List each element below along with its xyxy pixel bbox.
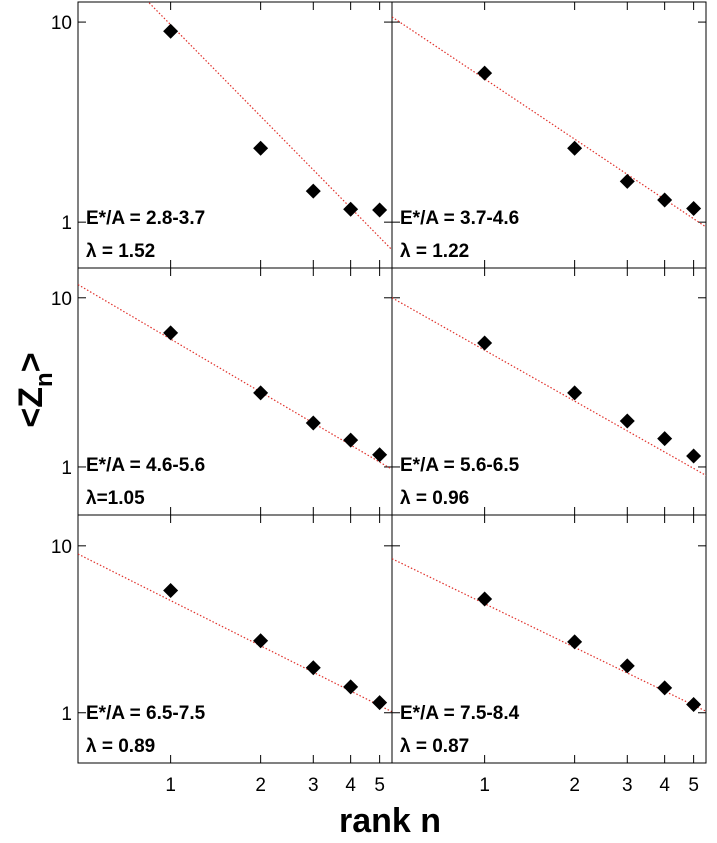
y-tick-label: 10 bbox=[51, 13, 72, 34]
y-axis-label-main: <Z bbox=[12, 387, 50, 428]
data-point bbox=[343, 679, 359, 695]
data-point bbox=[163, 325, 179, 341]
y-axis-label-sub: n bbox=[31, 372, 58, 387]
data-point bbox=[619, 413, 635, 429]
data-point bbox=[163, 582, 179, 598]
y-tick-label: 1 bbox=[61, 704, 72, 725]
x-axis-label: rank n bbox=[339, 802, 441, 840]
fit-line bbox=[392, 16, 706, 228]
data-point bbox=[343, 201, 359, 217]
data-point bbox=[372, 695, 388, 711]
data-point bbox=[477, 335, 493, 351]
y-tick-label: 10 bbox=[51, 289, 72, 310]
data-point bbox=[163, 23, 179, 39]
plot-frame bbox=[391, 514, 707, 764]
data-point bbox=[477, 591, 493, 607]
data-point bbox=[619, 173, 635, 189]
plot-frame bbox=[391, 267, 707, 516]
annotation: E*/A = 5.6-6.5 bbox=[400, 455, 520, 476]
data-point bbox=[372, 202, 388, 218]
panel: 1 10 E*/A = 4.6-5.6 λ=1.05 bbox=[51, 267, 393, 516]
x-tick-label: 4 bbox=[345, 775, 356, 796]
data-point bbox=[657, 431, 673, 447]
data-point bbox=[343, 432, 359, 448]
annotation: λ = 0.96 bbox=[400, 488, 469, 509]
data-point bbox=[253, 633, 269, 649]
y-tick-label: 1 bbox=[61, 213, 72, 234]
y-axis-label-end: > bbox=[12, 352, 50, 372]
data-point bbox=[686, 448, 702, 464]
x-tick-label: 1 bbox=[165, 775, 176, 796]
data-point bbox=[686, 697, 702, 713]
annotation: E*/A = 4.6-5.6 bbox=[86, 455, 205, 476]
fit-line bbox=[392, 297, 706, 476]
data-point bbox=[253, 140, 269, 156]
data-point bbox=[657, 680, 673, 696]
x-tick-label: 1 bbox=[479, 775, 490, 796]
data-point bbox=[305, 415, 321, 431]
data-point bbox=[372, 447, 388, 463]
y-axis-label: <Zn> bbox=[12, 352, 58, 427]
annotation: λ = 1.52 bbox=[86, 241, 155, 262]
fit-line bbox=[78, 553, 392, 713]
fit-line bbox=[78, 284, 392, 470]
x-tick-label: 2 bbox=[569, 775, 580, 796]
y-tick-label: 10 bbox=[51, 537, 72, 558]
x-tick-label: 2 bbox=[255, 775, 266, 796]
data-point bbox=[657, 192, 673, 208]
panel: 1 10 E*/A = 2.8-3.7 λ = 1.52 bbox=[51, 1, 393, 269]
data-point bbox=[619, 658, 635, 674]
plot-frame bbox=[77, 267, 393, 516]
data-point bbox=[477, 65, 493, 81]
x-tick-label: 3 bbox=[622, 775, 633, 796]
panel: 1 2 3 4 5 E*/A = 7.5-8.4 λ = 0.87 bbox=[391, 514, 707, 796]
annotation: E*/A = 6.5-7.5 bbox=[86, 703, 206, 724]
annotation: λ=1.05 bbox=[86, 488, 145, 509]
panel: 1 10 1 2 3 4 5 E*/A = 6.5-7.5 λ = 0.89 bbox=[51, 514, 393, 796]
annotation: E*/A = 7.5-8.4 bbox=[400, 703, 520, 724]
plot-frame bbox=[77, 514, 393, 764]
x-tick-label: 5 bbox=[688, 775, 699, 796]
data-point bbox=[567, 140, 583, 156]
annotation: λ = 0.89 bbox=[86, 736, 155, 757]
x-tick-label: 4 bbox=[659, 775, 670, 796]
annotation: λ = 0.87 bbox=[400, 736, 469, 757]
data-point bbox=[567, 385, 583, 401]
y-tick-label: 1 bbox=[61, 458, 72, 479]
data-point bbox=[686, 201, 702, 217]
x-tick-label: 5 bbox=[374, 775, 385, 796]
panel: E*/A = 3.7-4.6 λ = 1.22 bbox=[391, 1, 707, 269]
fit-line bbox=[392, 558, 706, 712]
annotation: E*/A = 3.7-4.6 bbox=[400, 208, 519, 229]
panel: E*/A = 5.6-6.5 λ = 0.96 bbox=[391, 267, 707, 516]
data-point bbox=[305, 183, 321, 199]
annotation: E*/A = 2.8-3.7 bbox=[86, 208, 205, 229]
x-tick-label: 3 bbox=[308, 775, 319, 796]
data-point bbox=[305, 660, 321, 676]
data-point bbox=[567, 634, 583, 650]
annotation: λ = 1.22 bbox=[400, 241, 469, 262]
data-point bbox=[253, 385, 269, 401]
